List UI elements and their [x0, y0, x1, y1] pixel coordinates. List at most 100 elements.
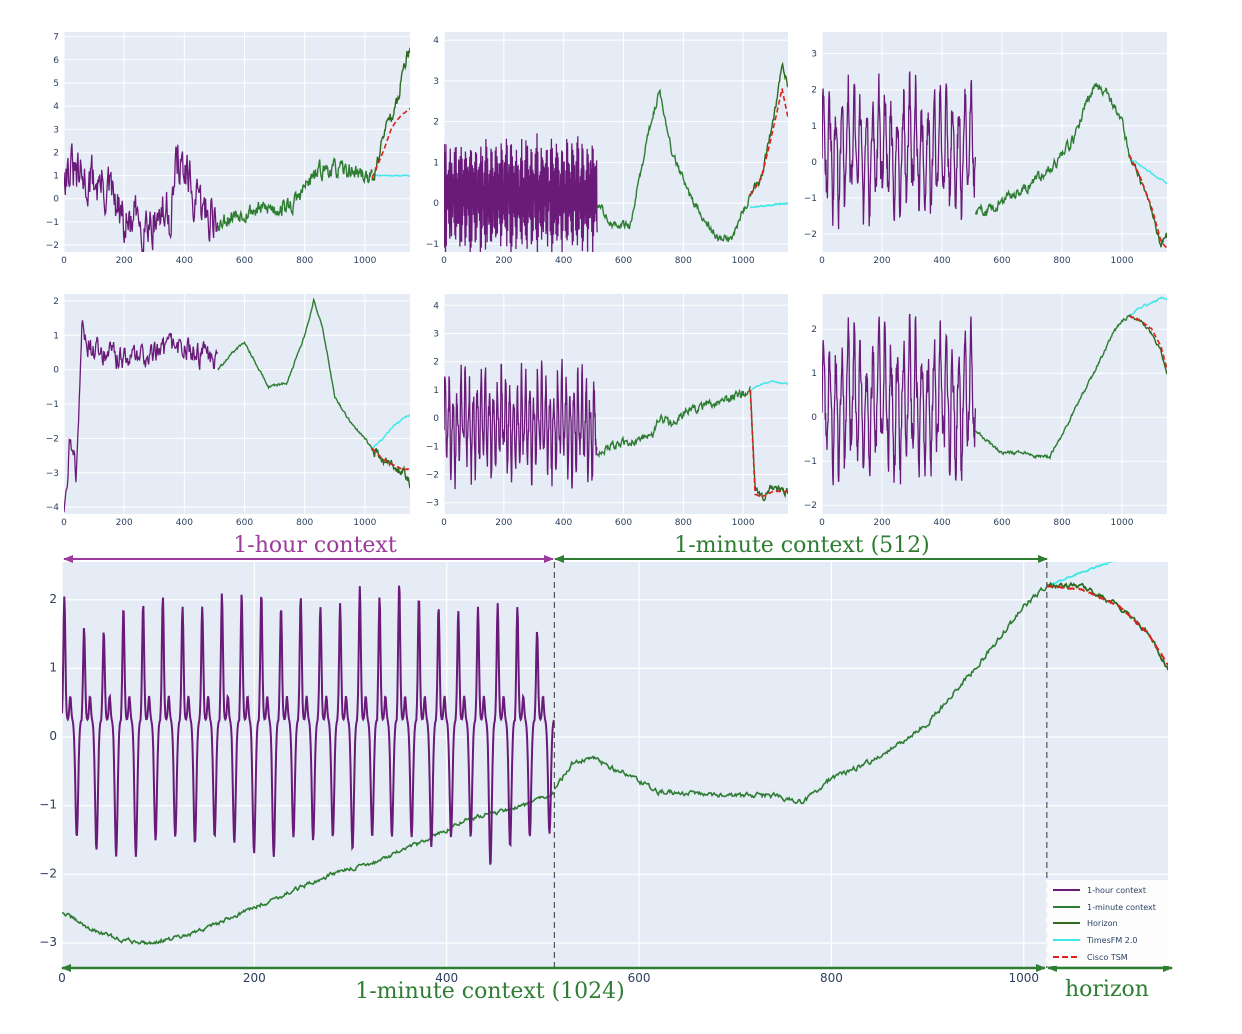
y-tick-label: 0	[433, 414, 439, 424]
y-tick-label: 2	[433, 358, 439, 368]
x-tick-label: 1000	[1111, 256, 1134, 266]
series-hour-context	[62, 585, 556, 865]
horizon-label: horizon	[1065, 977, 1149, 1002]
series-minute-context	[217, 297, 373, 451]
y-tick-label: −1	[804, 194, 817, 204]
legend-label-timesfm: TimesFM 2.0	[1086, 936, 1138, 945]
y-tick-label: 0	[53, 195, 59, 205]
y-tick-label: −1	[804, 457, 817, 467]
plot-area	[444, 294, 788, 514]
series-cisco-tsm	[1128, 154, 1167, 250]
x-tick-label: 800	[675, 518, 692, 528]
x-tick-label: 1000	[1111, 518, 1134, 528]
series-minute-context	[217, 157, 373, 232]
legend-label-horizon: Horizon	[1087, 919, 1118, 928]
y-tick-label: 3	[433, 77, 439, 87]
x-tick-label: 400	[176, 518, 193, 528]
series-minute-context	[974, 82, 1130, 217]
x-tick-label: 600	[236, 256, 253, 266]
x-tick-label: 800	[820, 971, 843, 985]
y-tick-label: 2	[49, 592, 57, 606]
series-minute-context	[975, 314, 1130, 461]
small-chart-5: 0 200 400 600 800 1000 −3 −2 −1 0 1 2 3 4	[426, 294, 788, 528]
series-group	[444, 61, 788, 252]
y-tick-label: −2	[804, 501, 817, 511]
x-tick-label: 600	[615, 518, 632, 528]
plot-area	[822, 32, 1167, 252]
y-tick-label: −1	[46, 400, 59, 410]
series-horizon	[749, 61, 788, 197]
y-tick-label: −1	[426, 240, 439, 250]
y-tick-label: 1	[811, 369, 817, 379]
series-group	[822, 296, 1167, 486]
y-tick-label: 0	[53, 366, 59, 376]
x-tick-label: 600	[993, 518, 1010, 528]
y-tick-label: 2	[53, 297, 59, 307]
y-tick-label: 2	[433, 118, 439, 128]
x-tick-label: 800	[1053, 256, 1070, 266]
series-group	[64, 47, 410, 252]
small-chart-1: 0 200 400 600 800 1000 −2 −1 0 1 2 3 4 5 6 7	[46, 32, 410, 266]
series-group	[64, 297, 410, 513]
x-tick-label: 600	[615, 256, 632, 266]
x-tick-label: 1000	[353, 518, 376, 528]
x-tick-label: 200	[873, 256, 890, 266]
series-timesfm	[1046, 562, 1116, 588]
y-tick-label: 2	[53, 148, 59, 158]
plot-area	[62, 562, 1168, 967]
y-tick-label: 1	[53, 331, 59, 341]
series-cisco-tsm	[371, 448, 410, 471]
x-tick-label: 0	[819, 518, 825, 528]
x-tick-label: 0	[61, 256, 67, 266]
x-tick-label: 0	[819, 256, 825, 266]
x-tick-label: 400	[555, 518, 572, 528]
y-tick-label: −4	[46, 503, 60, 513]
x-tick-label: 0	[61, 518, 67, 528]
y-tick-label: 3	[811, 50, 817, 60]
y-tick-label: 6	[53, 56, 59, 66]
x-tick-label: 200	[495, 256, 512, 266]
x-tick-label: 1000	[1008, 971, 1039, 985]
x-tick-label: 200	[116, 518, 133, 528]
y-tick-label: 1	[53, 172, 59, 182]
series-hour-context	[64, 143, 219, 252]
y-tick-label: 5	[53, 79, 59, 89]
x-tick-label: 600	[628, 971, 651, 985]
x-tick-label: 0	[441, 518, 447, 528]
y-tick-label: 3	[433, 329, 439, 339]
x-tick-label: 800	[296, 518, 313, 528]
series-timesfm	[1128, 157, 1167, 185]
x-tick-label: 400	[435, 971, 458, 985]
y-tick-label: 4	[433, 301, 439, 311]
minute-context-1024-label: 1-minute context (1024)	[355, 979, 625, 1004]
series-timesfm	[750, 380, 788, 391]
y-tick-label: −1	[426, 442, 439, 452]
y-tick-label: −2	[46, 434, 59, 444]
y-tick-label: 1	[811, 122, 817, 132]
series-timesfm	[749, 201, 788, 209]
series-group	[822, 70, 1167, 250]
plot-area	[64, 32, 410, 252]
y-tick-label: −3	[39, 935, 57, 949]
series-hour-context	[822, 70, 977, 230]
small-chart-4: 0 200 400 600 800 1000 −4 −3 −2 −1 0 1 2	[46, 294, 410, 528]
series-hour-context	[822, 313, 977, 486]
x-tick-label: 400	[555, 256, 572, 266]
x-tick-label: 600	[236, 518, 253, 528]
y-tick-label: 4	[53, 102, 59, 112]
y-tick-label: −1	[39, 798, 57, 812]
small-chart-3: 0 200 400 600 800 1000 −2 −1 0 1 2 3	[804, 32, 1167, 266]
y-tick-label: −2	[804, 230, 817, 240]
x-tick-label: 400	[933, 518, 950, 528]
legend: 1-hour context 1-minute context Horizon …	[1046, 880, 1168, 966]
series-minute-context	[596, 386, 751, 459]
x-tick-label: 200	[495, 518, 512, 528]
series-horizon	[749, 391, 788, 502]
x-tick-label: 0	[441, 256, 447, 266]
series-minute-context	[596, 88, 751, 243]
y-tick-label: 3	[53, 125, 59, 135]
series-timesfm	[371, 174, 410, 177]
x-tick-label: 1000	[732, 256, 755, 266]
